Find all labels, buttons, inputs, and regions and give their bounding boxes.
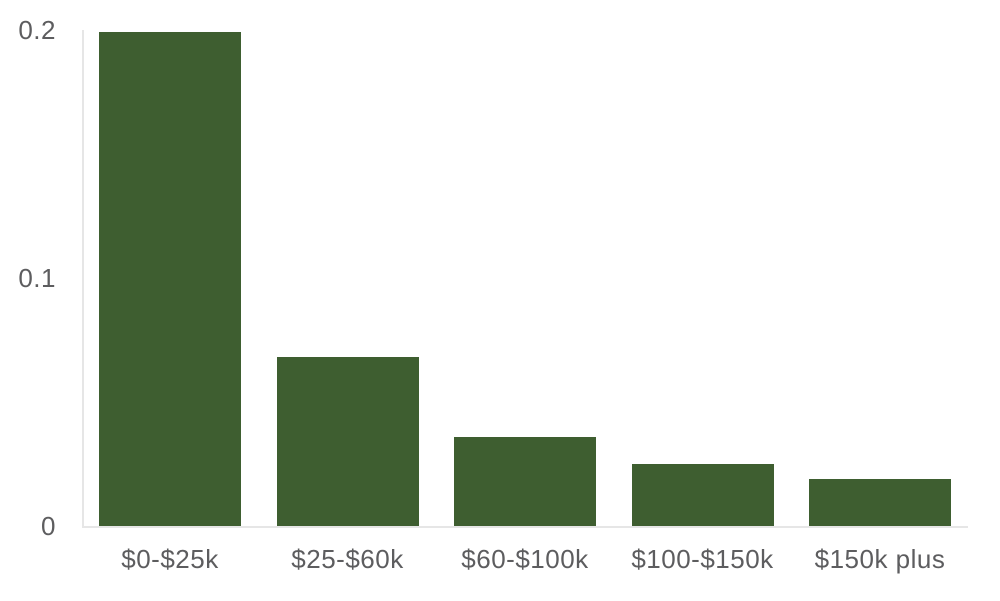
x-tick-label: $60-$100k: [461, 544, 589, 574]
x-tick-label: $25-$60k: [291, 544, 404, 574]
bar-$150k plus: [809, 479, 951, 526]
x-axis-line: [82, 526, 968, 528]
bar-$25-$60k: [276, 357, 419, 526]
x-tick-label: $150k plus: [814, 544, 946, 574]
y-tick-label: 0: [41, 511, 56, 541]
y-tick-label: 0.1: [18, 263, 56, 293]
y-axis-line: [82, 30, 84, 526]
x-tick-label: $0-$25k: [121, 544, 219, 574]
plot-area: [82, 30, 968, 528]
bar-$60-$100k: [454, 437, 596, 526]
y-tick-label: 0.2: [18, 15, 56, 45]
bar-$0-$25k: [99, 32, 241, 526]
bar-$100-$150k: [631, 464, 774, 526]
x-tick-label: $100-$150k: [631, 544, 774, 574]
